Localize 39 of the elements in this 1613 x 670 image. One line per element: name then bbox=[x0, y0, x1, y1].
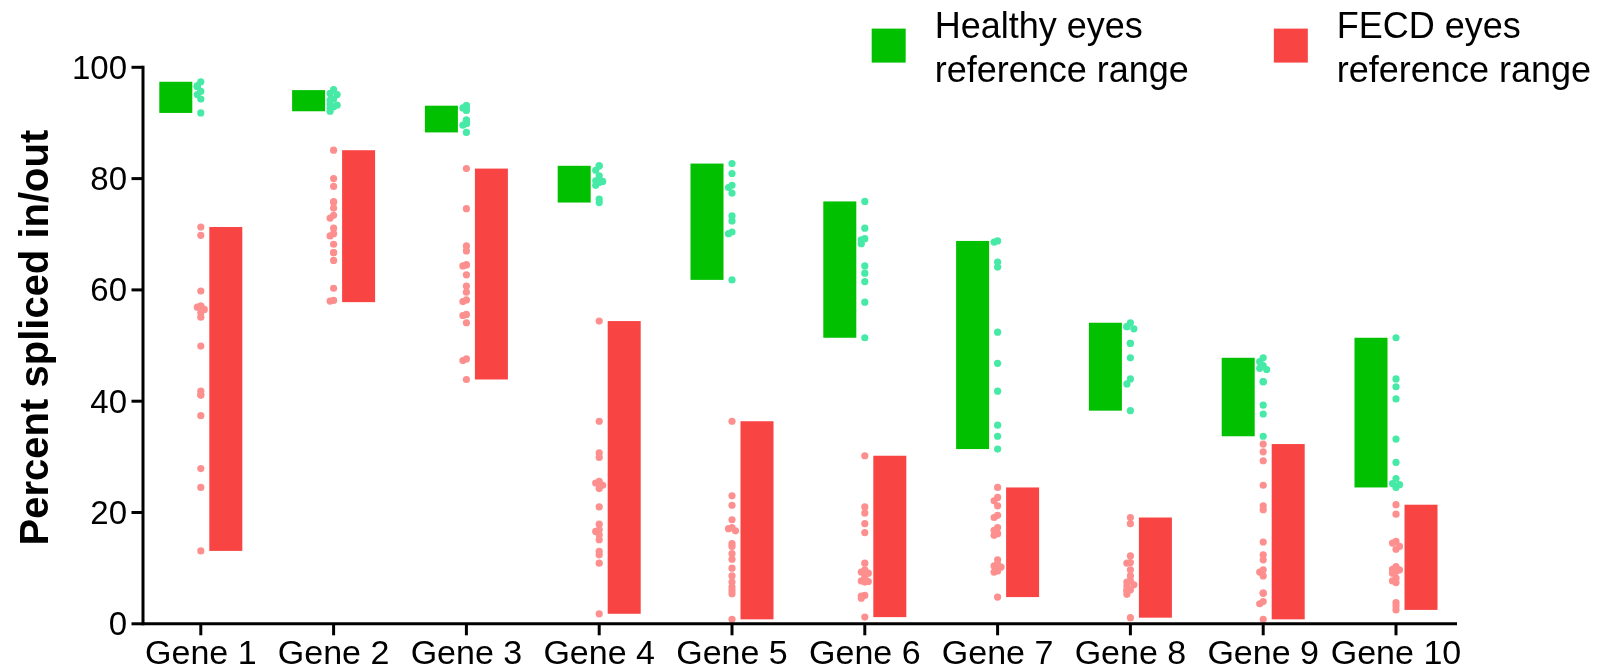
bar bbox=[292, 90, 326, 112]
bar bbox=[209, 227, 243, 551]
bar bbox=[1354, 337, 1388, 488]
y-tick-label: 40 bbox=[90, 382, 127, 420]
bar bbox=[1404, 504, 1438, 610]
y-tick-label: 20 bbox=[90, 494, 127, 531]
x-tick-label: Gene 8 bbox=[1074, 633, 1187, 670]
bar bbox=[823, 201, 857, 338]
bar bbox=[557, 165, 591, 203]
y-tick-label: 0 bbox=[108, 605, 127, 643]
x-tick-label: Gene 10 bbox=[1330, 633, 1462, 670]
bar bbox=[159, 81, 193, 113]
bar bbox=[424, 105, 458, 133]
y-tick-label: 80 bbox=[90, 160, 127, 198]
legend-label: Healthy eyes reference range bbox=[934, 5, 1189, 90]
bar bbox=[1006, 487, 1040, 598]
x-tick-label: Gene 4 bbox=[543, 633, 655, 670]
bar bbox=[1088, 322, 1122, 411]
x-tick-label: Gene 6 bbox=[809, 633, 921, 670]
legend-label: FECD eyes reference range bbox=[1336, 5, 1592, 90]
bar bbox=[1221, 357, 1255, 437]
x-tick-label: Gene 9 bbox=[1207, 633, 1319, 670]
bar bbox=[873, 455, 907, 618]
bar bbox=[956, 240, 990, 450]
bar bbox=[690, 163, 724, 280]
y-axis-title: Percent spliced in/out bbox=[12, 129, 56, 546]
x-tick-label: Gene 1 bbox=[145, 633, 257, 670]
y-tick-label: 100 bbox=[71, 48, 127, 86]
y-tick-label: 60 bbox=[90, 271, 127, 309]
x-tick-label: Gene 3 bbox=[410, 633, 523, 670]
bar bbox=[1138, 517, 1172, 618]
bar bbox=[1271, 444, 1305, 620]
bar bbox=[342, 150, 376, 303]
bar bbox=[740, 421, 774, 620]
x-tick-label: Gene 7 bbox=[941, 633, 1054, 670]
bar bbox=[607, 321, 641, 614]
x-tick-label: Gene 2 bbox=[277, 633, 390, 670]
bar bbox=[474, 168, 508, 380]
x-tick-label: Gene 5 bbox=[676, 633, 788, 670]
